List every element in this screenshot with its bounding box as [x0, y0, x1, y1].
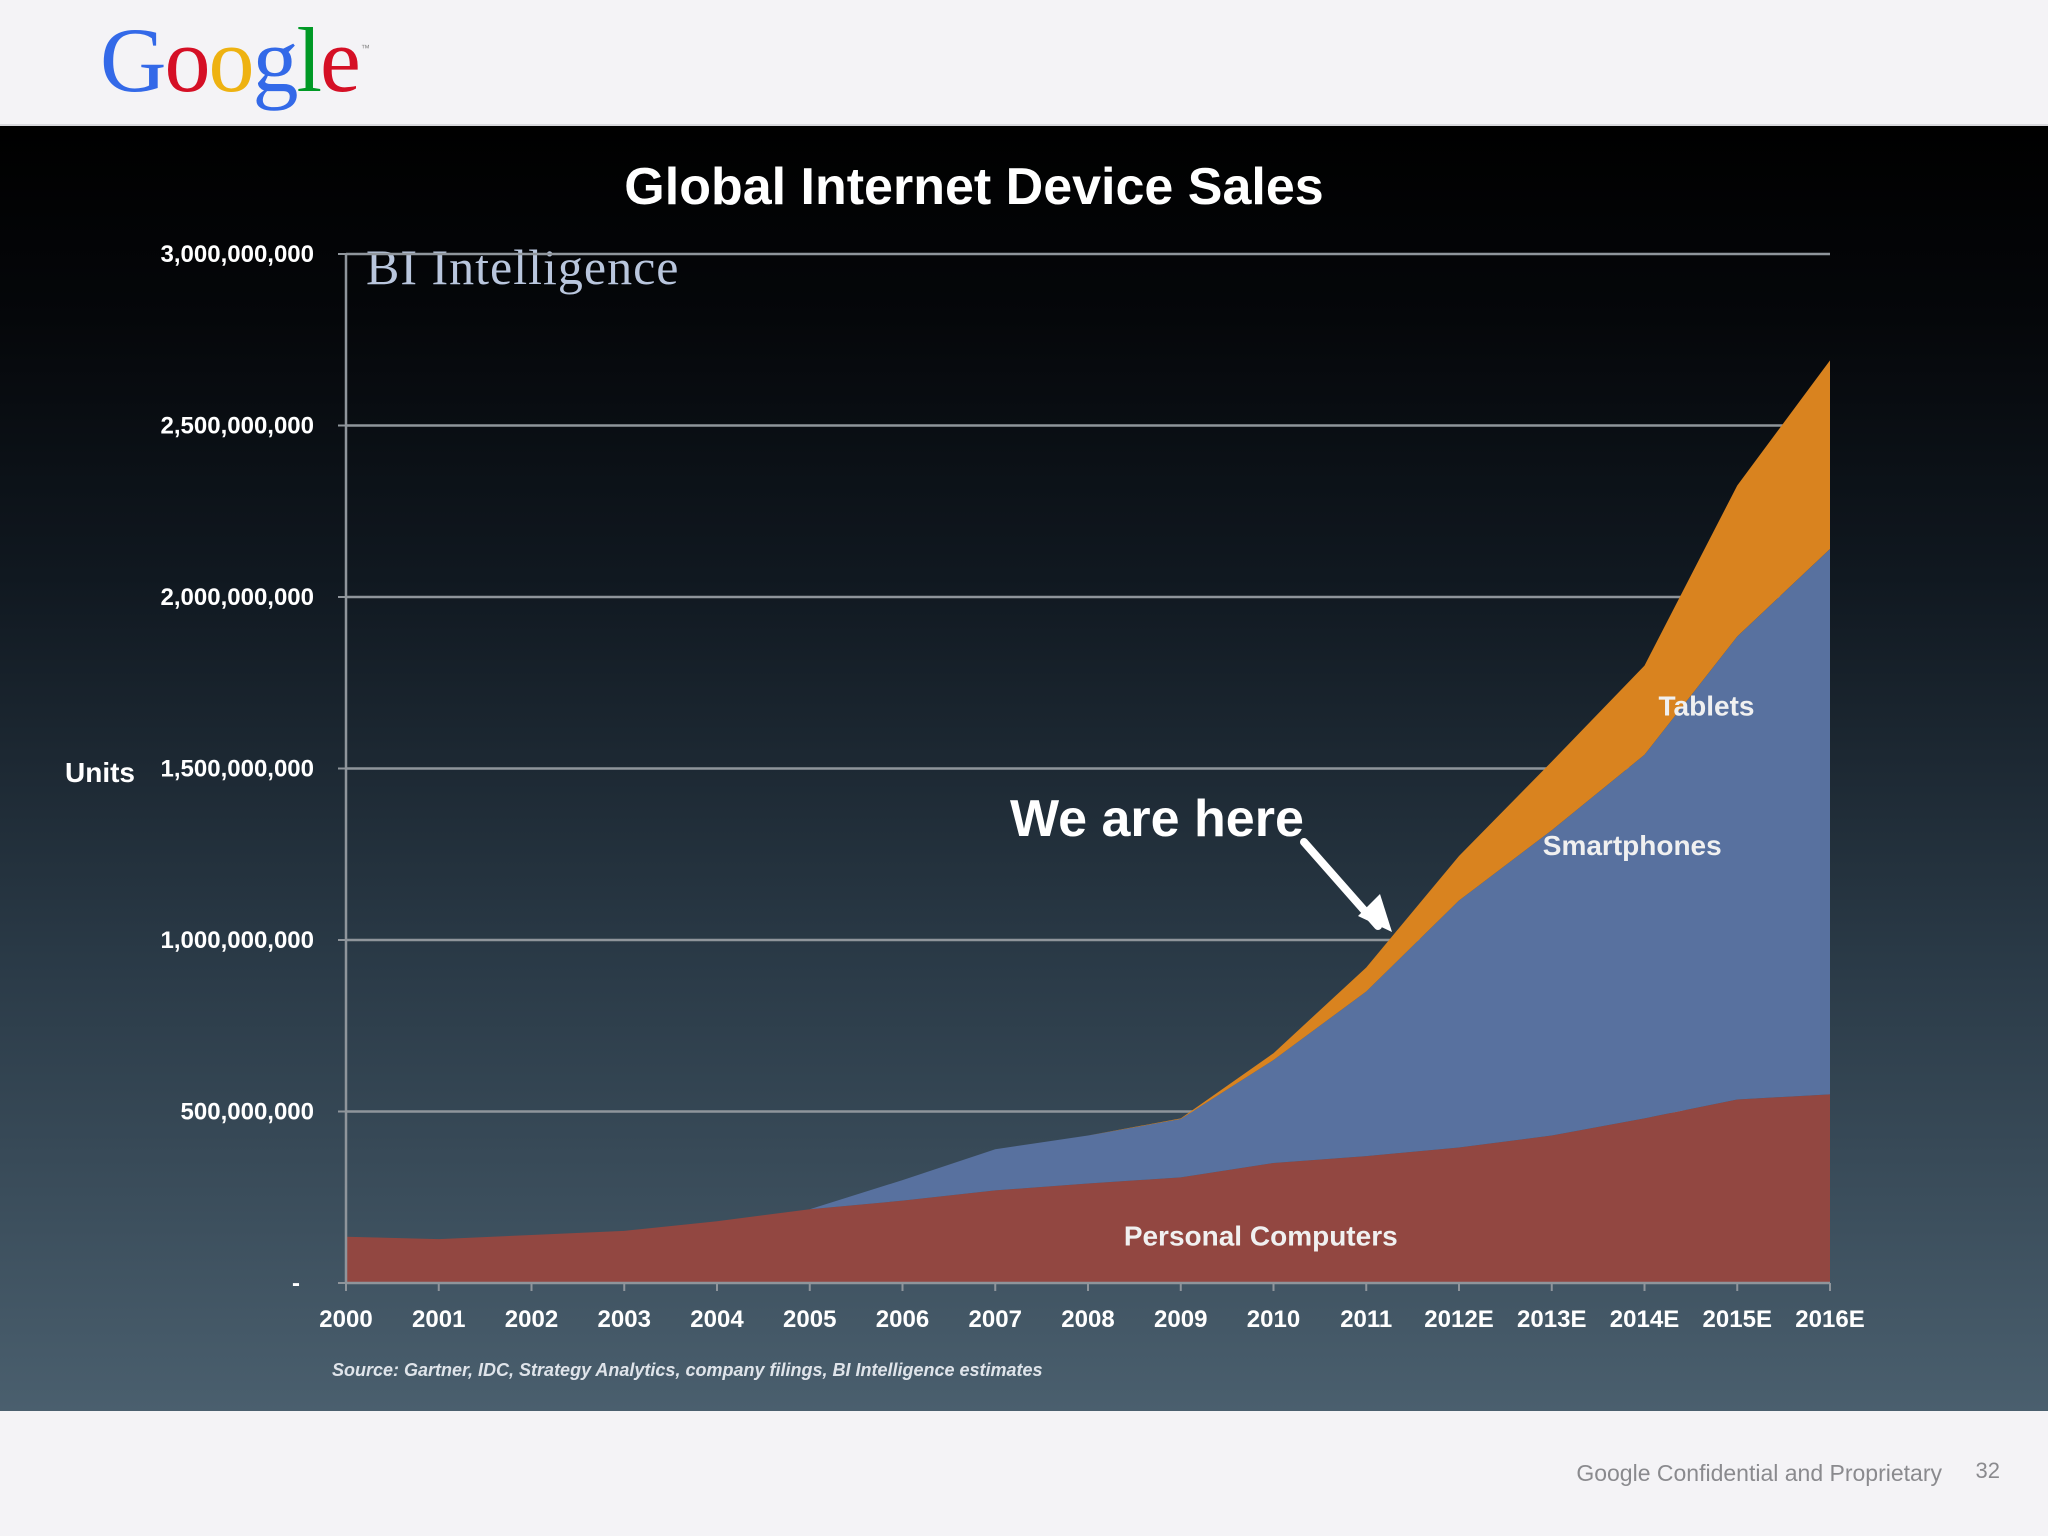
- x-tick-label-15: 2015E: [1703, 1306, 1772, 1333]
- area-personal-computers: [346, 1094, 1830, 1283]
- logo-wordmark: Google: [100, 9, 361, 111]
- x-tick-label-6: 2006: [876, 1306, 929, 1333]
- brand-watermark: BI Intelligence: [366, 239, 680, 295]
- x-tick-label-5: 2005: [783, 1306, 836, 1333]
- x-tick-label-7: 2007: [969, 1306, 1022, 1333]
- series-label-1: Smartphones: [1543, 830, 1722, 861]
- page-number: 32: [1975, 1458, 2000, 1483]
- chart-svg: Global Internet Device Sales BI Intellig…: [65, 158, 1865, 1380]
- x-tick-label-13: 2013E: [1517, 1306, 1586, 1333]
- x-tick-label-10: 2010: [1247, 1306, 1300, 1333]
- x-tick-label-9: 2009: [1154, 1306, 1207, 1333]
- slide-header: Google ™: [0, 0, 2048, 126]
- x-tick-label-16: 2016E: [1795, 1306, 1864, 1333]
- x-tick-label-3: 2003: [598, 1306, 651, 1333]
- logo-letter-1: o: [164, 9, 210, 111]
- x-tick-label-8: 2008: [1061, 1306, 1114, 1333]
- y-tick-label-2: 1,000,000,000: [161, 927, 314, 954]
- logo-letter-2: o: [208, 9, 254, 111]
- series-label-2: Tablets: [1659, 691, 1755, 722]
- arrow-head-icon: [1358, 894, 1392, 932]
- y-tick-label-0: -: [292, 1270, 300, 1297]
- series-label-0: Personal Computers: [1124, 1220, 1398, 1251]
- x-tick-label-0: 2000: [319, 1306, 372, 1333]
- google-logo: Google ™: [100, 14, 370, 106]
- x-tick-label-1: 2001: [412, 1306, 465, 1333]
- x-tick-label-12: 2012E: [1424, 1306, 1493, 1333]
- logo-letter-4: l: [296, 9, 322, 111]
- y-tick-label-6: 3,000,000,000: [161, 241, 314, 268]
- y-tick-label-3: 1,500,000,000: [161, 756, 314, 783]
- logo-letter-3: g: [252, 9, 298, 111]
- source-note: Source: Gartner, IDC, Strategy Analytics…: [332, 1360, 1043, 1380]
- chart-title: Global Internet Device Sales: [624, 158, 1323, 216]
- y-axis-label: Units: [65, 757, 135, 788]
- y-tick-label-4: 2,000,000,000: [161, 584, 314, 611]
- logo-letter-0: G: [100, 9, 166, 111]
- x-tick-label-11: 2011: [1340, 1306, 1392, 1333]
- x-tick-label-14: 2014E: [1610, 1306, 1679, 1333]
- area-tablets: [346, 360, 1830, 1240]
- area-smartphones: [346, 548, 1830, 1240]
- annotation: We are here: [1010, 790, 1392, 932]
- logo-trademark: ™: [360, 43, 370, 53]
- annotation-text: We are here: [1010, 790, 1304, 848]
- y-tick-label-1: 500,000,000: [181, 1099, 314, 1126]
- logo-letter-5: e: [320, 9, 361, 111]
- x-tick-label-2: 2002: [505, 1306, 558, 1333]
- x-tick-label-4: 2004: [690, 1306, 744, 1333]
- axes: - 500,000,000 1,000,000,000 1,500,000,000 2,…: [161, 241, 1865, 1333]
- stacked-areas: [346, 360, 1830, 1283]
- y-tick-label-5: 2,500,000,000: [161, 413, 314, 440]
- chart-slide: Global Internet Device Sales BI Intellig…: [0, 126, 2048, 1411]
- series-labels: Personal Computers Smartphones Tablets: [1124, 691, 1755, 1252]
- confidential-notice: Google Confidential and Proprietary: [1576, 1460, 1942, 1486]
